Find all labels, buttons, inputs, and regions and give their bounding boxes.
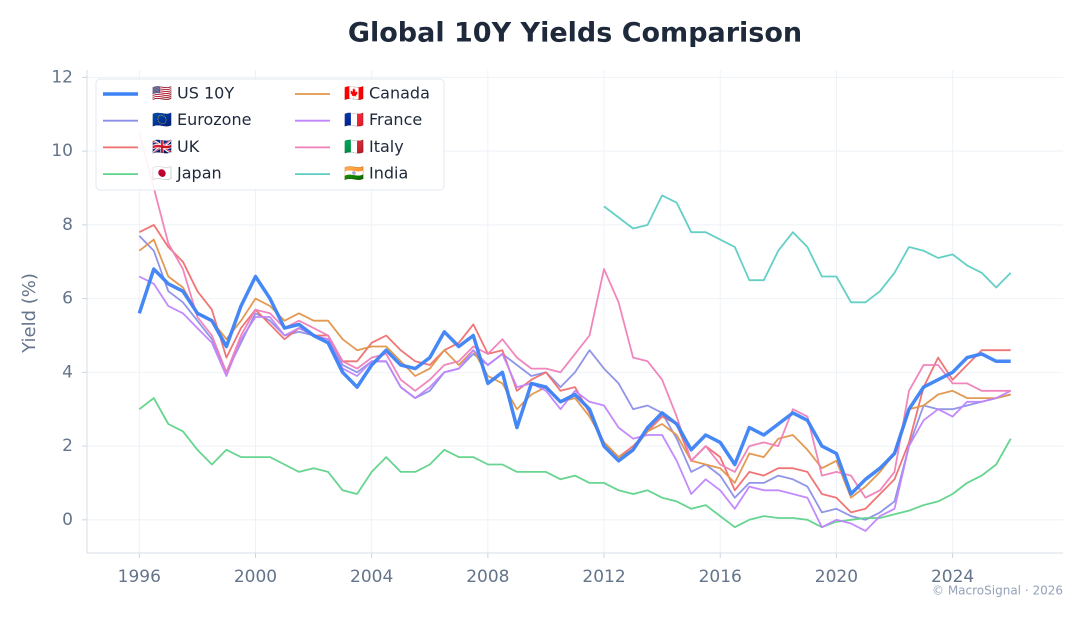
x-tick-label: 2000 bbox=[234, 567, 277, 587]
x-tick-label: 2012 bbox=[582, 567, 625, 587]
legend-label: 🇺🇸 US 10Y bbox=[152, 84, 234, 103]
x-tick-label: 2024 bbox=[931, 567, 974, 587]
x-tick-label: 2020 bbox=[815, 567, 858, 587]
series-line bbox=[138, 224, 1011, 514]
y-tick-label: 6 bbox=[62, 289, 73, 309]
y-tick-label: 2 bbox=[62, 436, 73, 456]
series-line bbox=[138, 275, 1012, 532]
x-tick-label: 2016 bbox=[699, 567, 742, 587]
legend-label: 🇯🇵 Japan bbox=[152, 164, 222, 183]
legend-label: 🇮🇳 India bbox=[344, 164, 408, 183]
legend-label: 🇮🇹 Italy bbox=[344, 137, 404, 156]
legend-box bbox=[95, 78, 445, 191]
x-tick-label: 2004 bbox=[350, 567, 393, 587]
y-tick-label: 4 bbox=[62, 362, 73, 382]
legend-label: 🇪🇺 Eurozone bbox=[152, 110, 251, 129]
series-line bbox=[603, 194, 1012, 304]
x-tick-label: 1996 bbox=[118, 567, 161, 587]
series-line bbox=[138, 238, 1011, 499]
y-tick-label: 10 bbox=[51, 141, 73, 161]
series-line bbox=[138, 235, 1011, 521]
y-tick-label: 12 bbox=[51, 67, 73, 87]
chart-title: Global 10Y Yields Comparison bbox=[348, 18, 802, 49]
y-tick-label: 0 bbox=[62, 510, 73, 530]
legend-label: 🇫🇷 France bbox=[344, 110, 422, 129]
y-tick-label: 8 bbox=[62, 215, 73, 235]
series-line bbox=[138, 397, 1012, 529]
y-axis-label: Yield (%) bbox=[19, 273, 40, 354]
x-tick-label: 2008 bbox=[466, 567, 509, 587]
legend-label: 🇬🇧 UK bbox=[152, 137, 200, 156]
legend-label: 🇨🇦 Canada bbox=[344, 84, 430, 103]
footnote: © MacroSignal · 2026 bbox=[932, 584, 1063, 598]
series-line bbox=[137, 267, 1011, 496]
